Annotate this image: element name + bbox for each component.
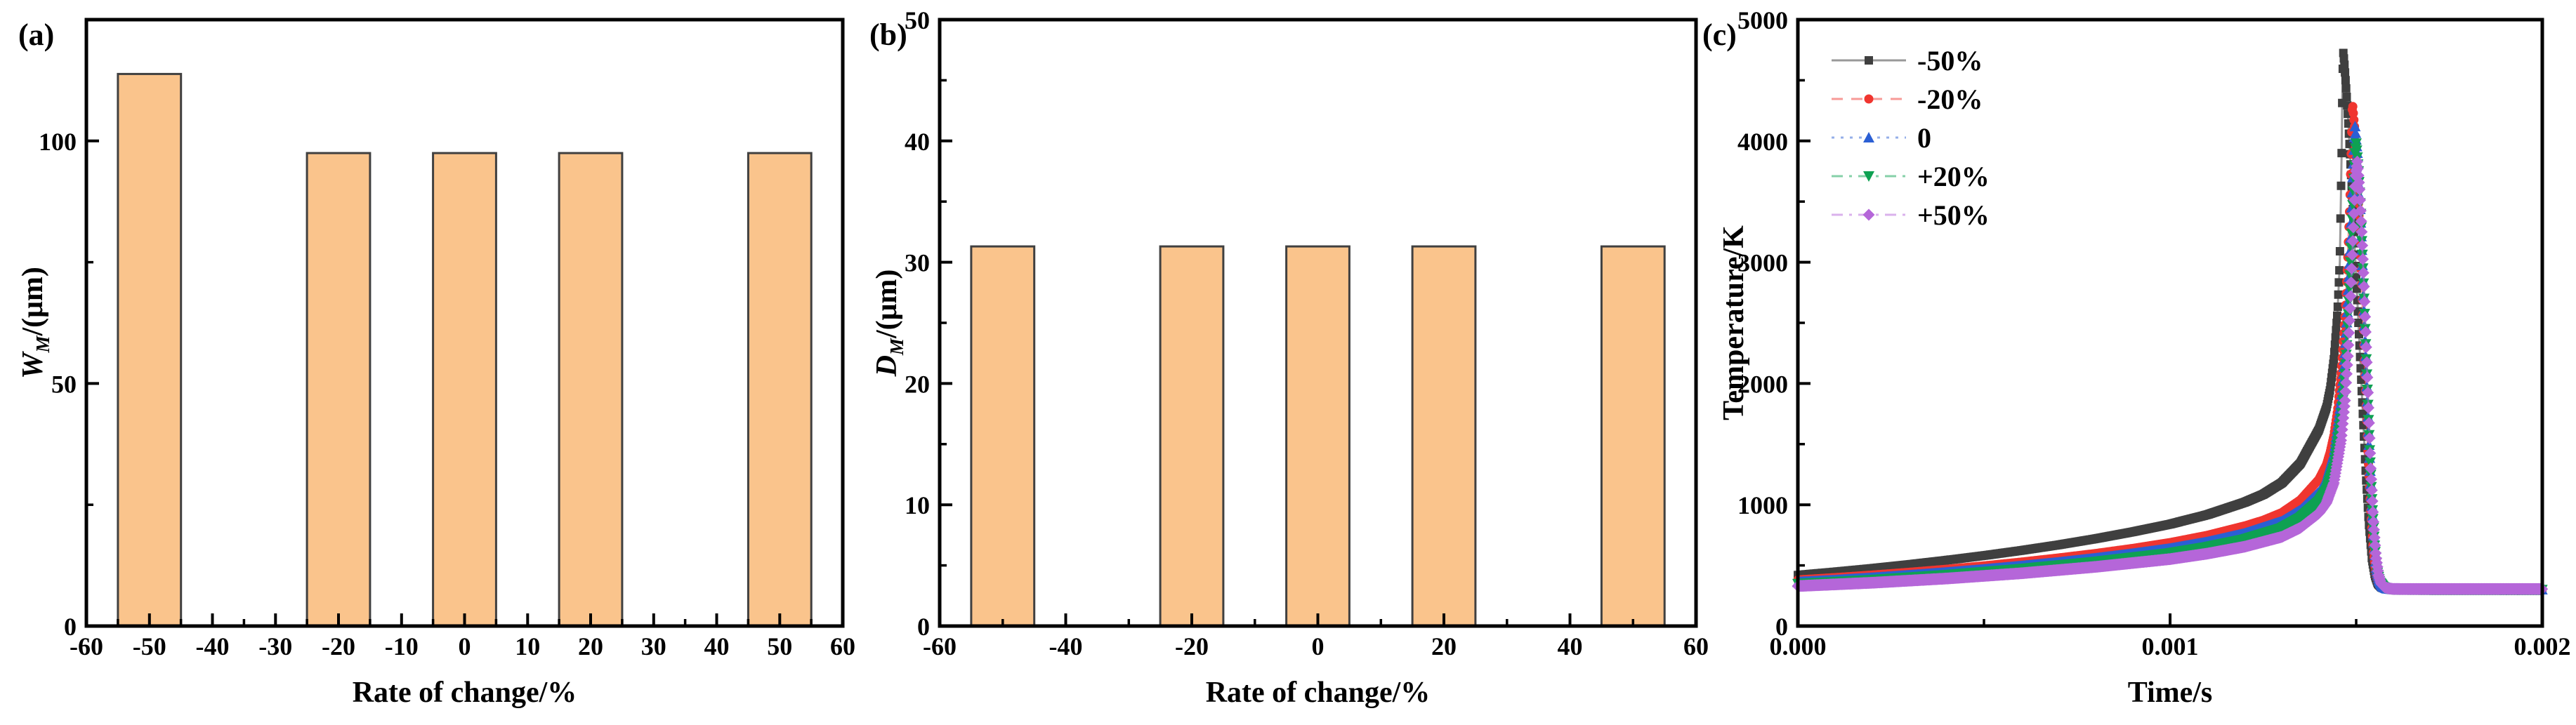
x-tick-label: -60 xyxy=(923,632,957,660)
panel-a: -60 -50 -40 -30 -20 -10 0 10 20 30 40 50 60 0 50 100 Rat… xyxy=(17,18,855,709)
panel-label-a: (a) xyxy=(18,18,54,52)
y-tick-label: 40 xyxy=(905,128,930,156)
x-tick-label: -20 xyxy=(1175,632,1209,660)
x-tick-label: 0.002 xyxy=(2514,632,2571,660)
y-tick-label: 10 xyxy=(905,491,930,519)
legend-marker-square xyxy=(1865,56,1873,65)
y-tick-label: 30 xyxy=(905,249,930,277)
bar-20 xyxy=(558,152,624,627)
panel-label-b: (b) xyxy=(869,18,907,52)
legend-label: -20% xyxy=(1917,84,1983,115)
y-tick-label: 3000 xyxy=(1737,249,1788,277)
legend-label: 0 xyxy=(1917,122,1931,154)
x-tick-label: -20 xyxy=(322,632,355,660)
y-tick-label: 100 xyxy=(39,128,77,156)
y-tick-label: 50 xyxy=(905,6,930,34)
bar-0 xyxy=(1285,245,1351,627)
x-tick-label: 40 xyxy=(1558,632,1583,660)
series-line xyxy=(1797,51,2542,591)
x-axis-title: Rate of change/% xyxy=(1206,677,1431,709)
x-tick-label: 30 xyxy=(641,632,666,660)
bar-20 xyxy=(1411,245,1477,627)
x-tick-label: -50 xyxy=(133,632,166,660)
bar--20 xyxy=(305,152,372,627)
x-tick-label: -30 xyxy=(258,632,292,660)
plot-border xyxy=(1796,18,2544,628)
bar-50 xyxy=(747,152,813,627)
x-tick-label: 0 xyxy=(459,632,471,660)
legend-item-+50%: +50% xyxy=(1832,199,1990,231)
y-tick-label: 1000 xyxy=(1737,491,1788,519)
bar-0 xyxy=(432,152,497,627)
legend-item--20%: -20% xyxy=(1832,84,1983,115)
legend-label: +50% xyxy=(1917,199,1990,231)
x-tick-label: -40 xyxy=(1049,632,1083,660)
y-tick-label: 4000 xyxy=(1737,128,1788,156)
legend-item--50%: -50% xyxy=(1832,45,1983,77)
series-+50% xyxy=(1792,155,2549,595)
y-tick-label: 0 xyxy=(1775,613,1788,641)
y-tick-label: 5000 xyxy=(1737,6,1788,34)
series-line xyxy=(1797,102,2542,591)
x-tick-label: 0 xyxy=(1312,632,1325,660)
panel-b: -60 -40 -20 0 20 40 60 0 10 20 30 40 50 Rate of chang… xyxy=(869,6,1709,709)
x-tick-label: -40 xyxy=(196,632,230,660)
x-axis-title: Time/s xyxy=(2128,677,2213,709)
x-tick-label: 0.001 xyxy=(2142,632,2199,660)
bar--20 xyxy=(1159,245,1225,627)
x-tick-label: -10 xyxy=(385,632,419,660)
y-tick-label: 20 xyxy=(905,370,930,398)
series--50% xyxy=(1794,48,2547,594)
x-tick-label: 20 xyxy=(578,632,603,660)
x-tick-label: 10 xyxy=(515,632,540,660)
x-tick-label: 60 xyxy=(830,632,855,660)
bar--50 xyxy=(970,245,1036,627)
x-tick-label: 60 xyxy=(1683,632,1709,660)
legend-marker-circle xyxy=(1864,94,1874,104)
x-tick-label: 20 xyxy=(1431,632,1457,660)
series-markers xyxy=(1792,138,2548,596)
y-axis-title: WM/(μm) xyxy=(17,267,53,379)
y-tick-label: 2000 xyxy=(1737,370,1788,398)
x-tick-label: 50 xyxy=(767,632,792,660)
y-axis-title: DM/(μm) xyxy=(871,270,907,378)
bar-50 xyxy=(1600,245,1666,627)
x-tick-label: -60 xyxy=(70,632,103,660)
panel-label-c: (c) xyxy=(1702,18,1737,52)
y-tick-label: 50 xyxy=(51,370,77,398)
legend-marker-diamond xyxy=(1862,208,1875,221)
y-tick-label: 0 xyxy=(917,613,930,641)
panel-c: 0.000 0.001 0.002 0 1000 2000 3000 4000 5000 Time… xyxy=(1702,6,2571,709)
legend-marker-triangle-down xyxy=(1863,171,1874,182)
y-axis-title: Temperature/K xyxy=(1718,225,1750,420)
y-tick-label: 0 xyxy=(64,613,77,641)
legend-item-+20%: +20% xyxy=(1832,161,1990,192)
x-tick-label: 40 xyxy=(704,632,730,660)
legend-label: +20% xyxy=(1917,161,1990,192)
bar--50 xyxy=(117,72,183,627)
legend-marker-triangle-up xyxy=(1863,132,1874,142)
x-axis-title: Rate of change/% xyxy=(353,677,577,709)
legend: -50% -20% 0 +20% +50% xyxy=(1832,45,1990,231)
legend-item-0: 0 xyxy=(1832,122,1931,154)
legend-label: -50% xyxy=(1917,45,1983,77)
series-markers xyxy=(1794,48,2547,594)
x-tick-label: 0.000 xyxy=(1770,632,1827,660)
